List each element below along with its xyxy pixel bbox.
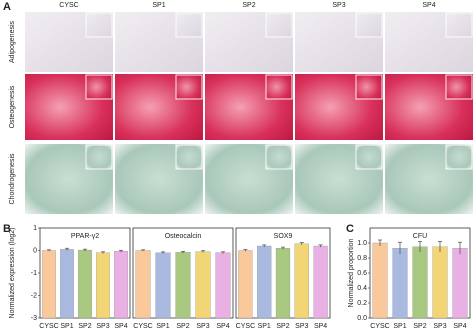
micrograph-inset — [85, 144, 113, 170]
micrograph-inset — [355, 74, 383, 100]
micrograph-inset — [265, 12, 293, 38]
micrograph-inset — [355, 144, 383, 170]
bar — [432, 246, 448, 319]
micrograph-inset — [445, 12, 473, 38]
bar — [60, 249, 74, 319]
bar — [372, 242, 388, 319]
y-tick-label: 0.4 — [357, 285, 367, 292]
micrograph-inset — [265, 144, 293, 170]
bar — [275, 248, 291, 319]
column-header: CYSC — [59, 2, 78, 9]
bar — [114, 251, 128, 319]
micrograph-inset — [445, 74, 473, 100]
micrograph-inset — [175, 74, 203, 100]
y-tick-label: 0 — [33, 247, 37, 254]
y-axis-label: Normalized expression (log2) — [9, 227, 16, 318]
x-tick-label: SP4 — [114, 323, 127, 330]
panel-label: B — [3, 223, 11, 235]
x-tick-label: SP4 — [216, 323, 229, 330]
bar — [78, 249, 92, 319]
y-tick-label: 0.8 — [357, 255, 367, 262]
x-tick-label: SP4 — [453, 323, 466, 330]
chart-title: CFU — [413, 233, 427, 240]
panel-label: A — [3, 1, 11, 13]
bar — [392, 248, 408, 319]
y-tick-label: 0.6 — [357, 270, 367, 277]
x-tick-label: SP2 — [276, 323, 289, 330]
y-tick-label: -2 — [31, 292, 37, 299]
bar — [175, 252, 191, 319]
x-tick-label: SP1 — [258, 323, 271, 330]
micrograph-inset — [355, 12, 383, 38]
bar — [412, 246, 428, 319]
bar — [135, 250, 151, 319]
x-tick-label: SP3 — [295, 323, 308, 330]
x-tick-label: SP4 — [314, 323, 327, 330]
chart-title: SOX9 — [274, 233, 293, 240]
row-label: Osteogenesis — [9, 85, 16, 128]
bar — [195, 251, 211, 319]
x-tick-label: SP2 — [176, 323, 189, 330]
row-label: Chondrogenesis — [9, 153, 16, 204]
micrograph-inset — [175, 12, 203, 38]
x-tick-label: SP2 — [413, 323, 426, 330]
chart-title: Osteocalcin — [165, 233, 202, 240]
x-tick-label: SP1 — [156, 323, 169, 330]
bar — [452, 248, 468, 319]
x-tick-label: SP2 — [78, 323, 91, 330]
column-header: SP4 — [422, 2, 435, 9]
y-tick-label: 1 — [33, 225, 37, 232]
x-tick-label: SP1 — [393, 323, 406, 330]
x-tick-label: SP1 — [60, 323, 73, 330]
bar — [238, 250, 253, 319]
x-tick-label: SP3 — [433, 323, 446, 330]
micrograph-inset — [85, 12, 113, 38]
x-tick-label: CYSC — [39, 323, 58, 330]
bar — [155, 252, 171, 319]
x-tick-label: CYSC — [236, 323, 255, 330]
x-tick-label: SP3 — [96, 323, 109, 330]
bar — [257, 245, 272, 319]
bar — [313, 245, 328, 319]
micrograph-inset — [175, 144, 203, 170]
y-tick-label: -1 — [31, 270, 37, 277]
y-tick-label: 0.2 — [357, 300, 367, 307]
y-tick-label: 0.0 — [357, 315, 367, 322]
x-tick-label: CYSC — [370, 323, 389, 330]
bar — [96, 252, 110, 319]
panel-label: C — [346, 223, 354, 235]
column-header: SP2 — [242, 2, 255, 9]
micrograph-inset — [445, 144, 473, 170]
y-axis-label: Normalized proportion — [348, 238, 355, 307]
column-header: SP1 — [152, 2, 165, 9]
bar — [42, 250, 56, 319]
micrograph-inset — [265, 74, 293, 100]
row-label: Adipogenesis — [9, 20, 16, 63]
chart-title: PPAR-γ2 — [71, 233, 99, 240]
x-tick-label: SP3 — [196, 323, 209, 330]
micrograph-inset — [85, 74, 113, 100]
bar — [215, 252, 231, 319]
column-header: SP3 — [332, 2, 345, 9]
bar — [294, 243, 309, 319]
y-tick-label: 1.0 — [357, 240, 367, 247]
y-tick-label: -3 — [31, 315, 37, 322]
x-tick-label: CYSC — [133, 323, 152, 330]
